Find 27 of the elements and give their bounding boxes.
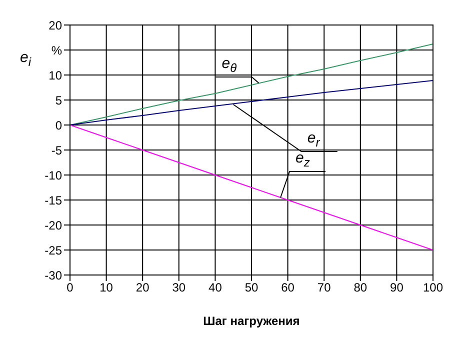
x-tick-label: 100 (422, 280, 444, 295)
y-tick-label: 20 (48, 18, 62, 32)
y-tick-label: 0 (55, 118, 62, 132)
annotation: e$_{z}$ (296, 150, 310, 170)
y-tick-label: 10 (48, 68, 62, 82)
y-tick-label: -5 (51, 143, 62, 158)
y-tick-label: % (51, 43, 62, 58)
y-tick-label: 5 (55, 93, 62, 108)
annotation: e$_{r}$ (307, 130, 321, 150)
x-axis-title: Шаг нагружения (203, 314, 300, 328)
y-tick-label: -15 (44, 193, 62, 208)
x-tick-label: 80 (354, 280, 368, 295)
x-tick-label: 90 (390, 280, 404, 295)
x-tick-label: 10 (100, 280, 114, 295)
annotation: e$_{θ}$ (222, 55, 238, 75)
x-tick-label: 50 (244, 280, 258, 295)
x-tick-label: 60 (281, 280, 295, 295)
y-axis-title: e$_{i}$ (20, 49, 32, 69)
y-tick-label: -25 (44, 243, 62, 258)
x-tick-label: 40 (208, 280, 222, 295)
y-tick-label: -30 (44, 268, 62, 282)
y-tick-label: -20 (44, 218, 62, 232)
y-tick-label: -10 (44, 168, 62, 182)
x-tick-label: 30 (172, 280, 186, 295)
x-tick-label: 0 (66, 280, 74, 295)
x-tick-label: 70 (317, 280, 332, 295)
x-tick-label: 20 (136, 280, 150, 295)
